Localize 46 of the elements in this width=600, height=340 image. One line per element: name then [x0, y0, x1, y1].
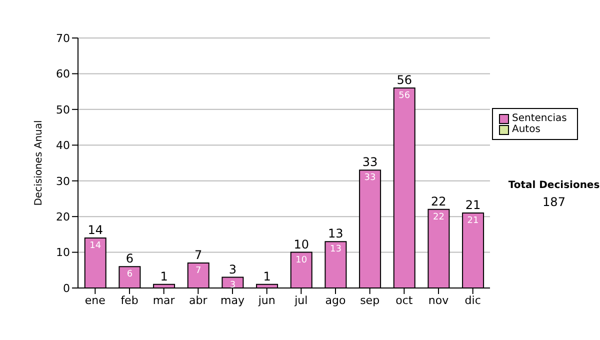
- data-label: 13: [330, 244, 342, 255]
- data-label: 10: [296, 255, 308, 266]
- data-label: 56: [398, 91, 410, 101]
- total-label: 6: [126, 252, 134, 266]
- x-tick-label: ago: [325, 294, 346, 307]
- x-tick-label: mar: [152, 294, 176, 307]
- total-label: 7: [194, 248, 202, 262]
- x-tick-label: ene: [84, 294, 106, 307]
- x-tick-label: feb: [120, 294, 138, 307]
- y-tick-label: 60: [56, 68, 70, 81]
- text: Total Decisiones: [508, 180, 600, 191]
- x-tick-label: nov: [428, 294, 450, 307]
- y-tick-label: 30: [56, 174, 70, 188]
- data-label: 21: [467, 216, 479, 226]
- data-label: 22: [432, 212, 444, 222]
- total-label: 14: [88, 223, 104, 237]
- total-label: 10: [294, 237, 310, 252]
- total-label: 1: [160, 269, 168, 284]
- data-label: 7: [196, 266, 202, 276]
- legend-label: Autos: [512, 124, 540, 135]
- y-tick-label: 0: [63, 282, 70, 295]
- y-tick-label: 40: [56, 139, 70, 152]
- total-label: 33: [362, 155, 378, 170]
- total-label: 22: [431, 194, 446, 208]
- total-label: 21: [465, 198, 481, 212]
- x-tick-label: may: [220, 294, 245, 307]
- x-tick-label: jul: [294, 294, 308, 307]
- legend-label: Sentencias: [512, 113, 567, 124]
- x-tick-label: dic: [464, 294, 481, 307]
- y-axis-title: Decisiones Anual: [34, 120, 45, 206]
- total-label: 3: [228, 262, 237, 276]
- total-label: 56: [396, 73, 412, 87]
- y-tick-label: 50: [56, 103, 70, 116]
- total-label: 13: [328, 226, 344, 241]
- y-tick-label: 10: [56, 246, 70, 260]
- y-tick-label: 20: [56, 210, 70, 224]
- data-label: 33: [364, 173, 376, 184]
- data-label: 6: [126, 270, 133, 280]
- x-tick-label: jun: [257, 294, 276, 307]
- data-label: 14: [90, 241, 102, 251]
- x-tick-label: oct: [396, 294, 414, 307]
- x-tick-label: sep: [360, 294, 380, 307]
- total-label: 1: [263, 269, 271, 284]
- x-tick-label: abr: [189, 294, 208, 307]
- y-tick-label: 70: [56, 32, 70, 45]
- text: 187: [542, 195, 566, 209]
